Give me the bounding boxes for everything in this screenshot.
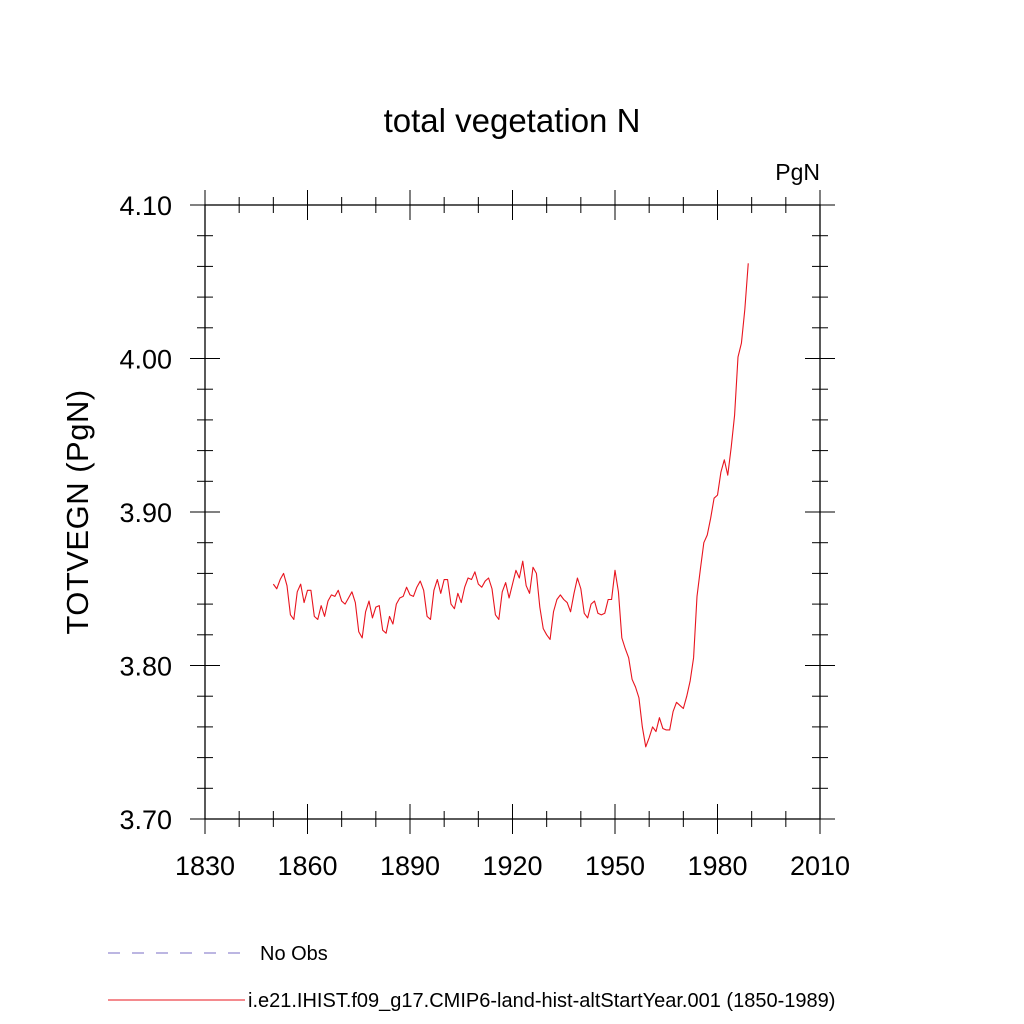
y-tick-label: 3.80 — [119, 652, 172, 682]
legend-label-no-obs: No Obs — [260, 943, 328, 965]
y-tick-label: 3.70 — [119, 805, 172, 835]
x-tick-label: 1980 — [687, 851, 747, 881]
x-tick-label: 1920 — [482, 851, 542, 881]
axis-ticks — [190, 190, 835, 834]
y-tick-labels: 3.70 3.80 3.90 4.00 4.10 — [119, 191, 172, 835]
x-tick-label: 1890 — [380, 851, 440, 881]
y-tick-label: 4.10 — [119, 191, 172, 221]
chart-title: total vegetation N — [384, 102, 641, 139]
legend-label-model: i.e21.IHIST.f09_g17.CMIP6-land-hist-altS… — [248, 990, 835, 1012]
y-tick-label: 3.90 — [119, 498, 172, 528]
plot-frame — [204, 204, 821, 820]
y-tick-label: 4.00 — [119, 345, 172, 375]
x-tick-label: 1950 — [585, 851, 645, 881]
x-tick-label: 1860 — [277, 851, 337, 881]
x-tick-labels: 1830 1860 1890 1920 1950 1980 2010 — [175, 851, 850, 881]
units-label: PgN — [775, 159, 820, 185]
x-tick-label: 2010 — [790, 851, 850, 881]
legend: No Obs i.e21.IHIST.f09_g17.CMIP6-land-hi… — [108, 943, 835, 1012]
series-line-1 — [272, 263, 749, 748]
x-tick-label: 1830 — [175, 851, 235, 881]
series-layer — [272, 263, 749, 748]
y-axis-label: TOTVEGN (PgN) — [60, 389, 95, 634]
